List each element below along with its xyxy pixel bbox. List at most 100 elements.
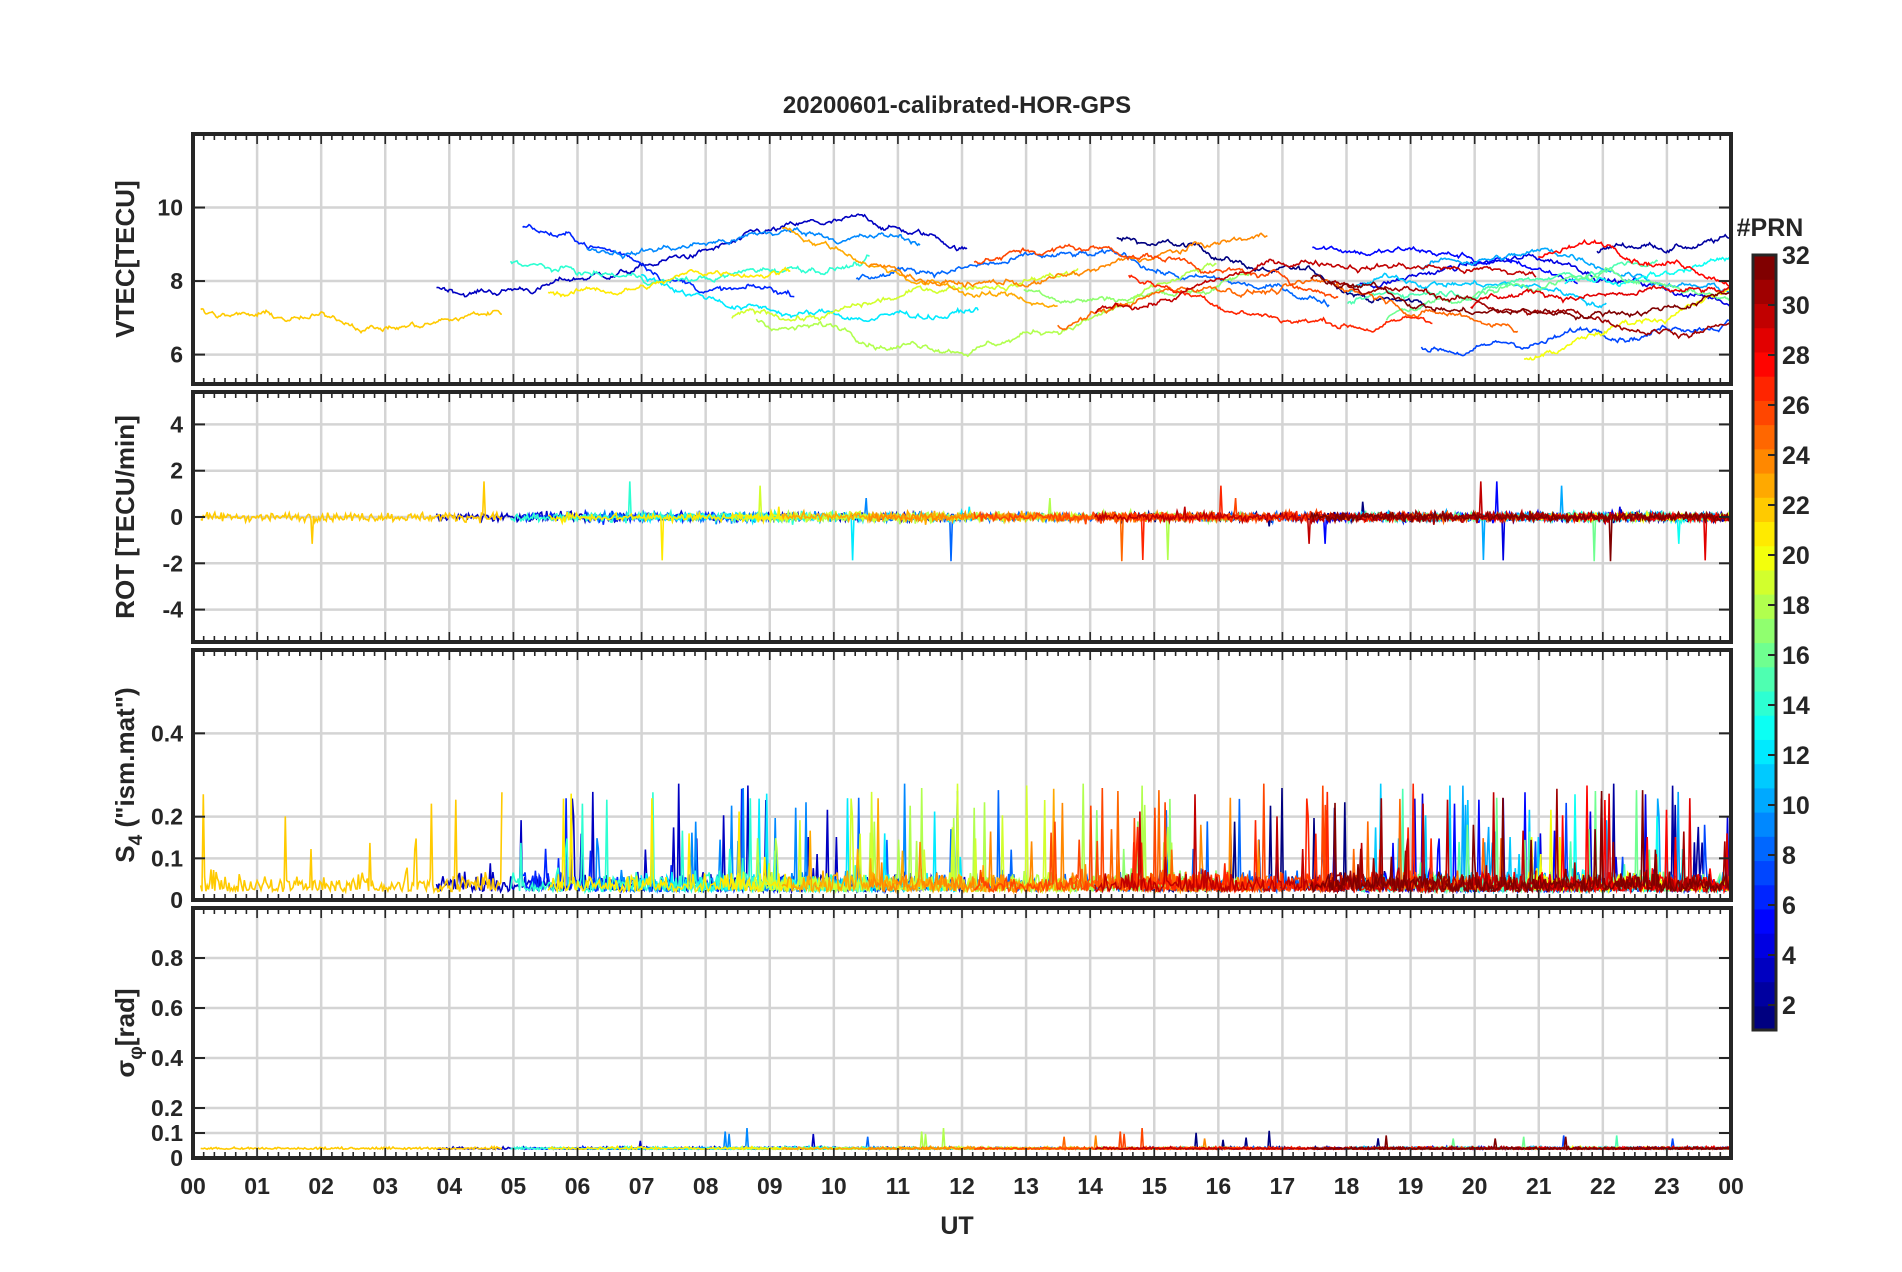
series-line-prn-9 bbox=[586, 226, 921, 260]
y-tick-label-rot: 0 bbox=[170, 504, 183, 530]
colorbar-segment bbox=[1753, 957, 1776, 983]
colorbar-segment bbox=[1753, 739, 1776, 765]
colorbar-tick-label: 22 bbox=[1782, 492, 1810, 520]
series-line-prn-22 bbox=[200, 307, 503, 334]
series-line-prn-15 bbox=[1346, 259, 1659, 306]
y-tick-label-rot: 4 bbox=[170, 411, 183, 437]
colorbar-segment bbox=[1753, 521, 1776, 547]
series-line-prn-3 bbox=[436, 213, 968, 298]
colorbar-segment bbox=[1753, 594, 1776, 619]
series-line-prn-21 bbox=[547, 266, 791, 298]
series-line-prn-10 bbox=[1420, 247, 1731, 295]
colorbar-tick-label: 6 bbox=[1782, 892, 1796, 920]
series-line-prn-30 bbox=[1094, 258, 1537, 314]
series-line-prn-20 bbox=[1523, 287, 1731, 361]
colorbar-segment bbox=[1753, 666, 1776, 692]
series-line-prn-24 bbox=[868, 797, 1269, 895]
series-lines-sigphi bbox=[200, 1128, 1731, 1152]
series-line-prn-5 bbox=[1312, 245, 1579, 285]
x-tick-label: 13 bbox=[1013, 1173, 1039, 1199]
colorbar-segment bbox=[1753, 933, 1776, 958]
series-line-prn-32 bbox=[1310, 274, 1730, 321]
x-tick-label: 00 bbox=[180, 1173, 206, 1199]
colorbar-segment bbox=[1753, 327, 1776, 353]
colorbar-segment bbox=[1753, 715, 1776, 740]
y-tick-label-vtec: 10 bbox=[157, 195, 183, 221]
x-tick-label: 01 bbox=[244, 1173, 270, 1199]
x-tick-label: 06 bbox=[565, 1173, 591, 1199]
colorbar-segment bbox=[1753, 763, 1776, 789]
x-tick-label: 16 bbox=[1206, 1173, 1232, 1199]
y-tick-label-sigphi: 0.2 bbox=[151, 1095, 183, 1121]
x-tick-label: 09 bbox=[757, 1173, 783, 1199]
colorbar-tick-label: 28 bbox=[1782, 342, 1810, 370]
x-tick-label: 05 bbox=[501, 1173, 527, 1199]
x-tick-label: 03 bbox=[372, 1173, 398, 1199]
x-tick-label: 22 bbox=[1590, 1173, 1616, 1199]
series-lines-s4 bbox=[199, 783, 1731, 895]
colorbar-segment bbox=[1753, 908, 1776, 934]
y-tick-label-s4: 0.4 bbox=[151, 720, 183, 746]
y-tick-label-rot: -4 bbox=[163, 597, 184, 623]
colorbar-segment bbox=[1753, 569, 1776, 595]
y-tick-label-s4: 0.2 bbox=[151, 804, 183, 830]
colorbar-segment bbox=[1753, 618, 1776, 644]
colorbar-segment bbox=[1753, 690, 1776, 716]
series-lines-rot bbox=[200, 481, 1731, 562]
colorbar-segment bbox=[1753, 400, 1776, 426]
series-line-prn-2 bbox=[1596, 233, 1731, 254]
y-tick-label-rot: -2 bbox=[163, 550, 183, 576]
series-line-prn-21 bbox=[547, 793, 792, 894]
x-tick-label: 15 bbox=[1141, 1173, 1167, 1199]
colorbar-segment bbox=[1753, 836, 1776, 862]
series-line-prn-32 bbox=[1310, 1135, 1730, 1152]
colorbar-segment bbox=[1753, 884, 1776, 910]
x-tick-label: 11 bbox=[886, 1173, 911, 1199]
y-axis-label-vtec: VTEC[TECU] bbox=[110, 180, 140, 337]
colorbar-tick-label: 10 bbox=[1782, 792, 1810, 820]
series-lines-vtec bbox=[200, 213, 1731, 361]
x-axis: 00 01 02 03 04 05 06 07 08 09 10 11 12 13 14 15 16 17 18 19… bbox=[180, 1173, 1744, 1199]
series-line-prn-27 bbox=[1127, 485, 1434, 561]
series-line-prn-9 bbox=[586, 1128, 920, 1151]
colorbar-tick-label: 2 bbox=[1782, 992, 1796, 1020]
series-line-prn-18 bbox=[755, 498, 1218, 561]
colorbar-label: #PRN bbox=[1737, 214, 1804, 242]
y-axis-label-sigphi: σφ[rad] bbox=[110, 988, 147, 1077]
figure-title: 20200601-calibrated-HOR-GPS bbox=[783, 92, 1131, 119]
x-tick-label: 23 bbox=[1654, 1173, 1680, 1199]
colorbar-tick-label: 26 bbox=[1782, 392, 1810, 420]
series-line-prn-28 bbox=[1538, 238, 1731, 288]
y-tick-label-sigphi: 0.6 bbox=[151, 995, 183, 1021]
colorbar-tick-label: 8 bbox=[1782, 842, 1796, 870]
colorbar-segment bbox=[1753, 545, 1776, 571]
colorbar-segment bbox=[1753, 812, 1776, 837]
colorbar-segment bbox=[1753, 497, 1776, 523]
series-line-prn-18 bbox=[756, 1128, 1217, 1151]
x-tick-label: 02 bbox=[308, 1173, 334, 1199]
series-line-prn-27 bbox=[1128, 274, 1433, 333]
y-tick-label-rot: 2 bbox=[170, 458, 183, 484]
y-tick-label-sigphi: 0.1 bbox=[151, 1120, 183, 1146]
series-line-prn-11 bbox=[1348, 272, 1607, 309]
x-tick-label: 00 bbox=[1718, 1173, 1744, 1199]
series-line-prn-24 bbox=[868, 232, 1268, 288]
x-tick-label: 04 bbox=[437, 1173, 463, 1199]
colorbar-segment bbox=[1753, 376, 1776, 401]
series-line-prn-31 bbox=[1327, 279, 1731, 340]
series-line-prn-21 bbox=[548, 506, 792, 561]
colorbar-segment bbox=[1753, 787, 1776, 813]
x-tick-label: 18 bbox=[1334, 1173, 1360, 1199]
series-line-prn-23 bbox=[781, 226, 1058, 309]
colorbar-segment bbox=[1753, 279, 1776, 305]
x-tick-label: 20 bbox=[1462, 1173, 1488, 1199]
colorbar-tick-label: 16 bbox=[1782, 642, 1810, 670]
x-tick-label: 14 bbox=[1077, 1173, 1103, 1199]
series-line-prn-22 bbox=[200, 481, 503, 544]
x-tick-label: 07 bbox=[629, 1173, 655, 1199]
x-tick-label: 12 bbox=[949, 1173, 975, 1199]
series-line-prn-18 bbox=[755, 262, 1217, 358]
x-tick-label: 08 bbox=[693, 1173, 719, 1199]
y-tick-label-sigphi: 0.8 bbox=[151, 945, 183, 971]
